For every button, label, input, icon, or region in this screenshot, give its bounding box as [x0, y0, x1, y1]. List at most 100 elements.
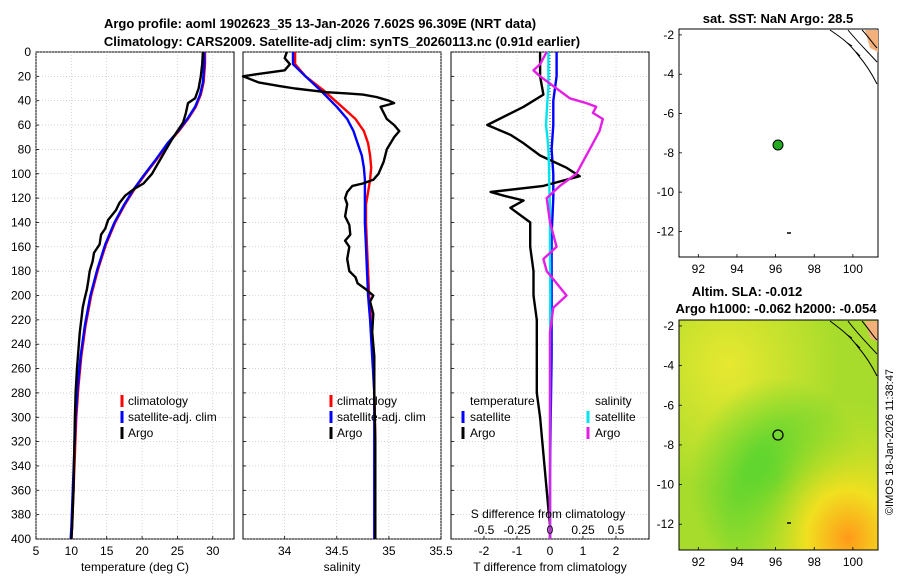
map-x-tick-label: 96: [769, 555, 783, 569]
x-tick-label: 25: [171, 544, 185, 558]
depth-tick-label: 120: [11, 191, 31, 205]
depth-tick-label: 240: [11, 337, 31, 351]
map-x-tick-label: 98: [808, 262, 822, 276]
legend-label-t-satellite: satellite: [470, 410, 511, 424]
map-y-tick-label: -2: [663, 28, 674, 42]
map-y-tick-label: -4: [663, 67, 674, 81]
legend-label-argo: Argo: [337, 426, 363, 440]
legend-label-satellite-adj: satellite-adj. clim: [128, 410, 217, 424]
depth-tick-label: 200: [11, 289, 31, 303]
depth-tick-label: 320: [11, 435, 31, 449]
depth-tick-label: 260: [11, 362, 31, 376]
series-line-s-argo: [532, 51, 604, 539]
x-axis-tick-labels: 5 10 15 20 25 30 34 34.5 35 35.5 -2 -1 0 1 2 -0.5 -0.25 0…: [33, 523, 625, 558]
legend-label-climatology: climatology: [337, 394, 397, 408]
depth-tick-label: 100: [11, 167, 31, 181]
argo-location-marker-sla: [772, 429, 784, 441]
x-tick-label: 35.5: [429, 544, 453, 558]
depth-tick-label: 340: [11, 459, 31, 473]
map-y-tick-label: -12: [657, 517, 675, 531]
map-y-tick-label: -8: [663, 438, 674, 452]
map-x-tick-label: 92: [692, 555, 706, 569]
sst-map-ticks: 92 94 96 98 100 -2 -4 -6 -8 -10 -12: [657, 28, 864, 276]
x-tick-label: 35: [382, 544, 396, 558]
legend-label-satellite-adj: satellite-adj. clim: [337, 410, 426, 424]
depth-tick-label: 40: [18, 94, 32, 108]
x-top-tick-label: 0.25: [571, 523, 595, 537]
x-tick-label: 34: [278, 544, 292, 558]
legend-header-salinity: salinity: [595, 394, 632, 408]
depth-tick-label: 60: [18, 118, 32, 132]
depth-tick-label: 220: [11, 313, 31, 327]
map-y-tick-label: -6: [663, 107, 674, 121]
map-x-tick-label: 100: [843, 555, 863, 569]
title-line-2: Climatology: CARS2009. Satellite-adj cli…: [104, 34, 580, 49]
series-line-satellite-adj-clim: [291, 52, 376, 539]
map-x-tick-label: 92: [692, 262, 706, 276]
sst-title: sat. SST: NaN Argo: 28.5: [703, 11, 854, 26]
series-line-argo: [70, 51, 205, 540]
map-y-tick-label: -2: [663, 319, 674, 333]
depth-axis-labels: 0 20 40 60 80 100 120 140 160 180 200 220 240 260 280 3…: [11, 45, 31, 546]
depth-tick-label: 280: [11, 386, 31, 400]
x-top-tick-label: 0: [547, 523, 554, 537]
legend-label-climatology: climatology: [128, 394, 188, 408]
legend-label-s-satellite: satellite: [595, 410, 636, 424]
depth-tick-label: 140: [11, 215, 31, 229]
map-y-tick-label: -4: [663, 359, 674, 373]
sst-coastline: [829, 29, 878, 85]
depth-tick-label: 380: [11, 508, 31, 522]
series-line-t-argo: [486, 52, 581, 539]
map-x-tick-label: 98: [808, 555, 822, 569]
argo-location-marker-sst: [772, 139, 784, 151]
map-x-tick-label: 96: [769, 262, 783, 276]
x-tick-label: 0: [547, 544, 554, 558]
sla-map: 92 94 96 98 100 -2 -4 -6 -8 -10 -12: [657, 319, 879, 569]
legend-header-temperature: temperature: [470, 394, 535, 408]
map-x-tick-label: 94: [730, 555, 744, 569]
map-y-tick-label: -6: [663, 398, 674, 412]
difference-legend: temperature salinity satellite Argo sate…: [461, 394, 636, 440]
salinity-xlabel: salinity: [324, 560, 361, 574]
x-tick-label: 1: [580, 544, 587, 558]
depth-tick-label: 180: [11, 264, 31, 278]
series-layer: [69, 51, 604, 540]
x-top-tick-label: 0.5: [608, 523, 625, 537]
map-y-tick-label: -10: [657, 478, 675, 492]
depth-tick-label: 0: [24, 45, 31, 59]
depth-tick-label: 400: [11, 532, 31, 546]
temperature-xlabel: temperature (deg C): [81, 560, 189, 574]
x-tick-label: 30: [206, 544, 220, 558]
salinity-legend: climatology satellite-adj. clim Argo: [329, 394, 426, 440]
series-line-argo: [241, 51, 401, 539]
sla-title-1: Altim. SLA: -0.012: [692, 284, 803, 299]
x-tick-label: 15: [100, 544, 114, 558]
timestamp: ©IMOS 18-Jan-2026 11:38:47: [884, 369, 896, 515]
x-top-tick-label: -0.5: [474, 523, 495, 537]
sst-map: 92 94 96 98 100 -2 -4 -6 -8 -10 -12: [657, 28, 879, 276]
x-tick-label: 10: [65, 544, 79, 558]
title-line-1: Argo profile: aoml 1902623_35 13-Jan-202…: [104, 16, 536, 31]
x-tick-label: 2: [613, 544, 620, 558]
x-tick-label: 34.5: [325, 544, 349, 558]
sla-coastline: [829, 320, 878, 377]
x-tick-label: 20: [135, 544, 149, 558]
sla-field-warm: [679, 320, 878, 550]
map-y-tick-label: -10: [657, 185, 675, 199]
sla-map-frame: [678, 319, 879, 551]
sla-title-2: Argo h1000: -0.062 h2000: -0.054: [676, 301, 878, 316]
x-top-tick-label: -0.25: [503, 523, 531, 537]
depth-tick-label: 80: [18, 142, 32, 156]
x-tick-label: 5: [33, 544, 40, 558]
depth-tick-label: 300: [11, 410, 31, 424]
map-x-tick-label: 100: [843, 262, 863, 276]
depth-tick-label: 360: [11, 483, 31, 497]
map-y-tick-label: -12: [657, 224, 675, 238]
legend-label-t-argo: Argo: [470, 426, 496, 440]
difference-xlabel-top: S difference from climatology: [471, 507, 626, 521]
map-y-tick-label: -8: [663, 146, 674, 160]
x-tick-label: -1: [512, 544, 523, 558]
sla-map-ticks: 92 94 96 98 100 -2 -4 -6 -8 -10 -12: [657, 319, 864, 569]
x-tick-label: -2: [479, 544, 490, 558]
